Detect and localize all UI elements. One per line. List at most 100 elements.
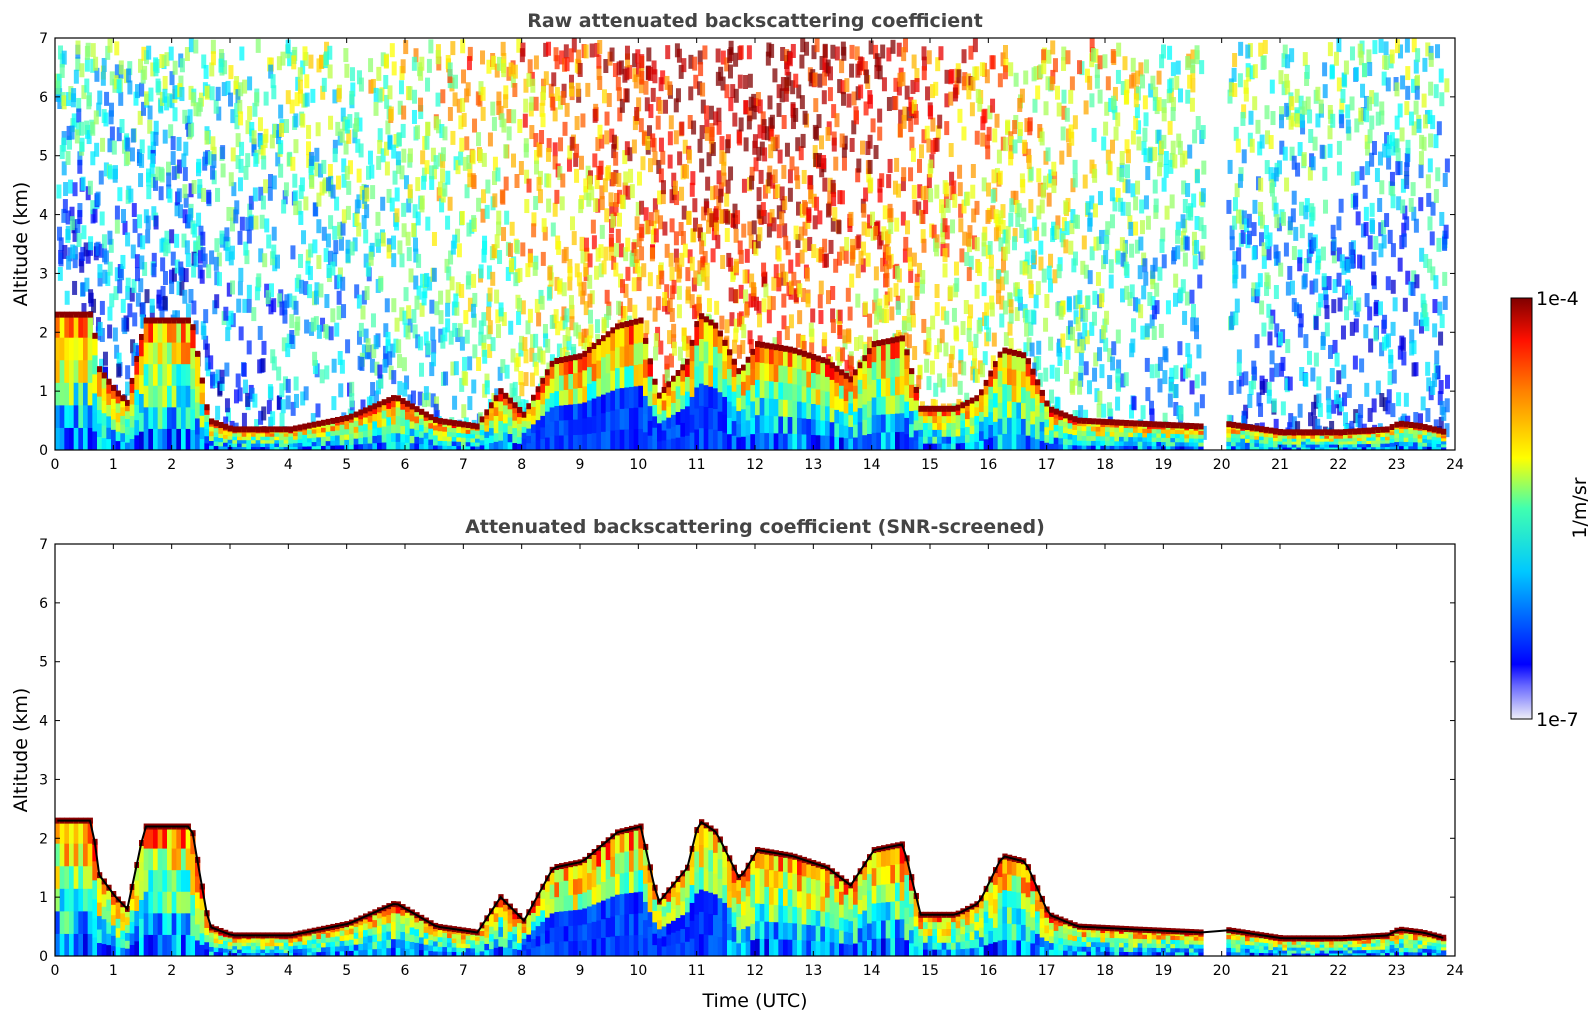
noise-cell <box>789 156 795 171</box>
noise-cell <box>1435 365 1441 380</box>
noise-cell <box>657 190 663 205</box>
noise-cell <box>1064 107 1070 122</box>
noise-cell <box>583 44 589 59</box>
noise-cell <box>534 150 540 165</box>
noise-cell <box>813 152 819 167</box>
noise-cell <box>433 403 439 418</box>
noise-cell <box>1430 115 1436 130</box>
noise-cell <box>757 313 763 328</box>
noise-cell <box>278 140 284 155</box>
heatmap-cell <box>181 342 187 365</box>
heatmap-cell <box>265 436 271 441</box>
layer-top-cell <box>563 356 569 363</box>
layer-top-cell <box>363 407 369 414</box>
noise-cell <box>249 387 255 402</box>
noise-cell <box>196 102 202 117</box>
noise-cell <box>100 71 106 86</box>
noise-cell <box>1069 131 1075 146</box>
noise-cell <box>837 324 843 339</box>
noise-cell <box>461 112 467 127</box>
heatmap-cell <box>465 429 471 434</box>
noise-cell <box>113 75 119 90</box>
heatmap-cell <box>423 420 429 427</box>
noise-cell <box>114 41 120 56</box>
noise-cell <box>1433 84 1439 99</box>
noise-cell <box>463 310 469 325</box>
noise-cell <box>334 275 340 290</box>
noise-cell <box>990 189 996 204</box>
noise-cell <box>267 384 273 399</box>
noise-cell <box>784 61 790 76</box>
noise-cell <box>898 109 904 124</box>
noise-cell <box>1227 89 1233 104</box>
noise-cell <box>1019 260 1025 275</box>
noise-cell <box>225 247 231 262</box>
noise-cell <box>1382 397 1388 412</box>
heatmap-cell <box>568 434 574 450</box>
noise-cell <box>587 309 593 324</box>
noise-cell <box>169 280 175 295</box>
heatmap-cell <box>111 388 117 399</box>
noise-cell <box>921 238 927 253</box>
noise-cell <box>886 47 892 62</box>
noise-cell <box>205 150 211 165</box>
noise-cell <box>921 56 927 71</box>
noise-cell <box>732 289 738 304</box>
noise-cell <box>1140 325 1146 340</box>
noise-cell <box>158 186 164 201</box>
noise-cell <box>652 198 658 213</box>
noise-cell <box>344 63 350 78</box>
layer-top-cell <box>405 400 411 407</box>
noise-cell <box>603 59 609 74</box>
noise-cell <box>411 56 417 71</box>
noise-cell <box>697 50 703 65</box>
noise-cell <box>627 147 633 162</box>
noise-cell <box>482 383 488 398</box>
noise-cell <box>1298 95 1304 110</box>
noise-cell <box>354 284 360 299</box>
noise-cell <box>1083 409 1089 424</box>
noise-cell <box>1404 216 1410 231</box>
noise-cell <box>1010 190 1016 205</box>
heatmap-cell <box>59 337 65 361</box>
noise-cell <box>877 188 883 203</box>
noise-cell <box>783 271 789 286</box>
noise-cell <box>743 137 749 152</box>
noise-cell <box>1045 76 1051 91</box>
noise-cell <box>466 222 472 237</box>
noise-cell <box>737 131 743 146</box>
noise-cell <box>1002 65 1008 80</box>
noise-cell <box>332 89 338 104</box>
noise-cell <box>1413 412 1419 427</box>
noise-cell <box>587 176 593 191</box>
noise-cell <box>533 333 539 348</box>
heatmap-cell <box>185 363 191 386</box>
noise-cell <box>762 147 768 162</box>
noise-cell <box>337 267 343 282</box>
noise-cell <box>1105 221 1111 236</box>
noise-cell <box>1115 396 1121 411</box>
noise-cell <box>1036 168 1042 183</box>
heatmap-cell <box>381 426 387 435</box>
noise-cell <box>625 185 631 200</box>
noise-cell <box>100 137 106 152</box>
noise-cell <box>1311 401 1317 416</box>
noise-cell <box>902 248 908 263</box>
heatmap-cell <box>372 420 378 429</box>
noise-cell <box>757 99 763 114</box>
noise-cell <box>791 271 797 286</box>
noise-cell <box>1405 139 1411 154</box>
noise-cell <box>571 231 577 246</box>
heatmap-cell <box>610 350 616 371</box>
noise-cell <box>896 81 902 96</box>
heatmap-cell <box>69 427 75 450</box>
heatmap-cell <box>531 415 537 425</box>
noise-cell <box>442 182 448 197</box>
noise-cell <box>1331 299 1337 314</box>
noise-cell <box>179 87 185 102</box>
noise-cell <box>924 185 930 200</box>
noise-cell <box>743 75 749 90</box>
noise-cell <box>219 369 225 384</box>
noise-cell <box>1166 89 1172 104</box>
noise-cell <box>64 290 70 305</box>
